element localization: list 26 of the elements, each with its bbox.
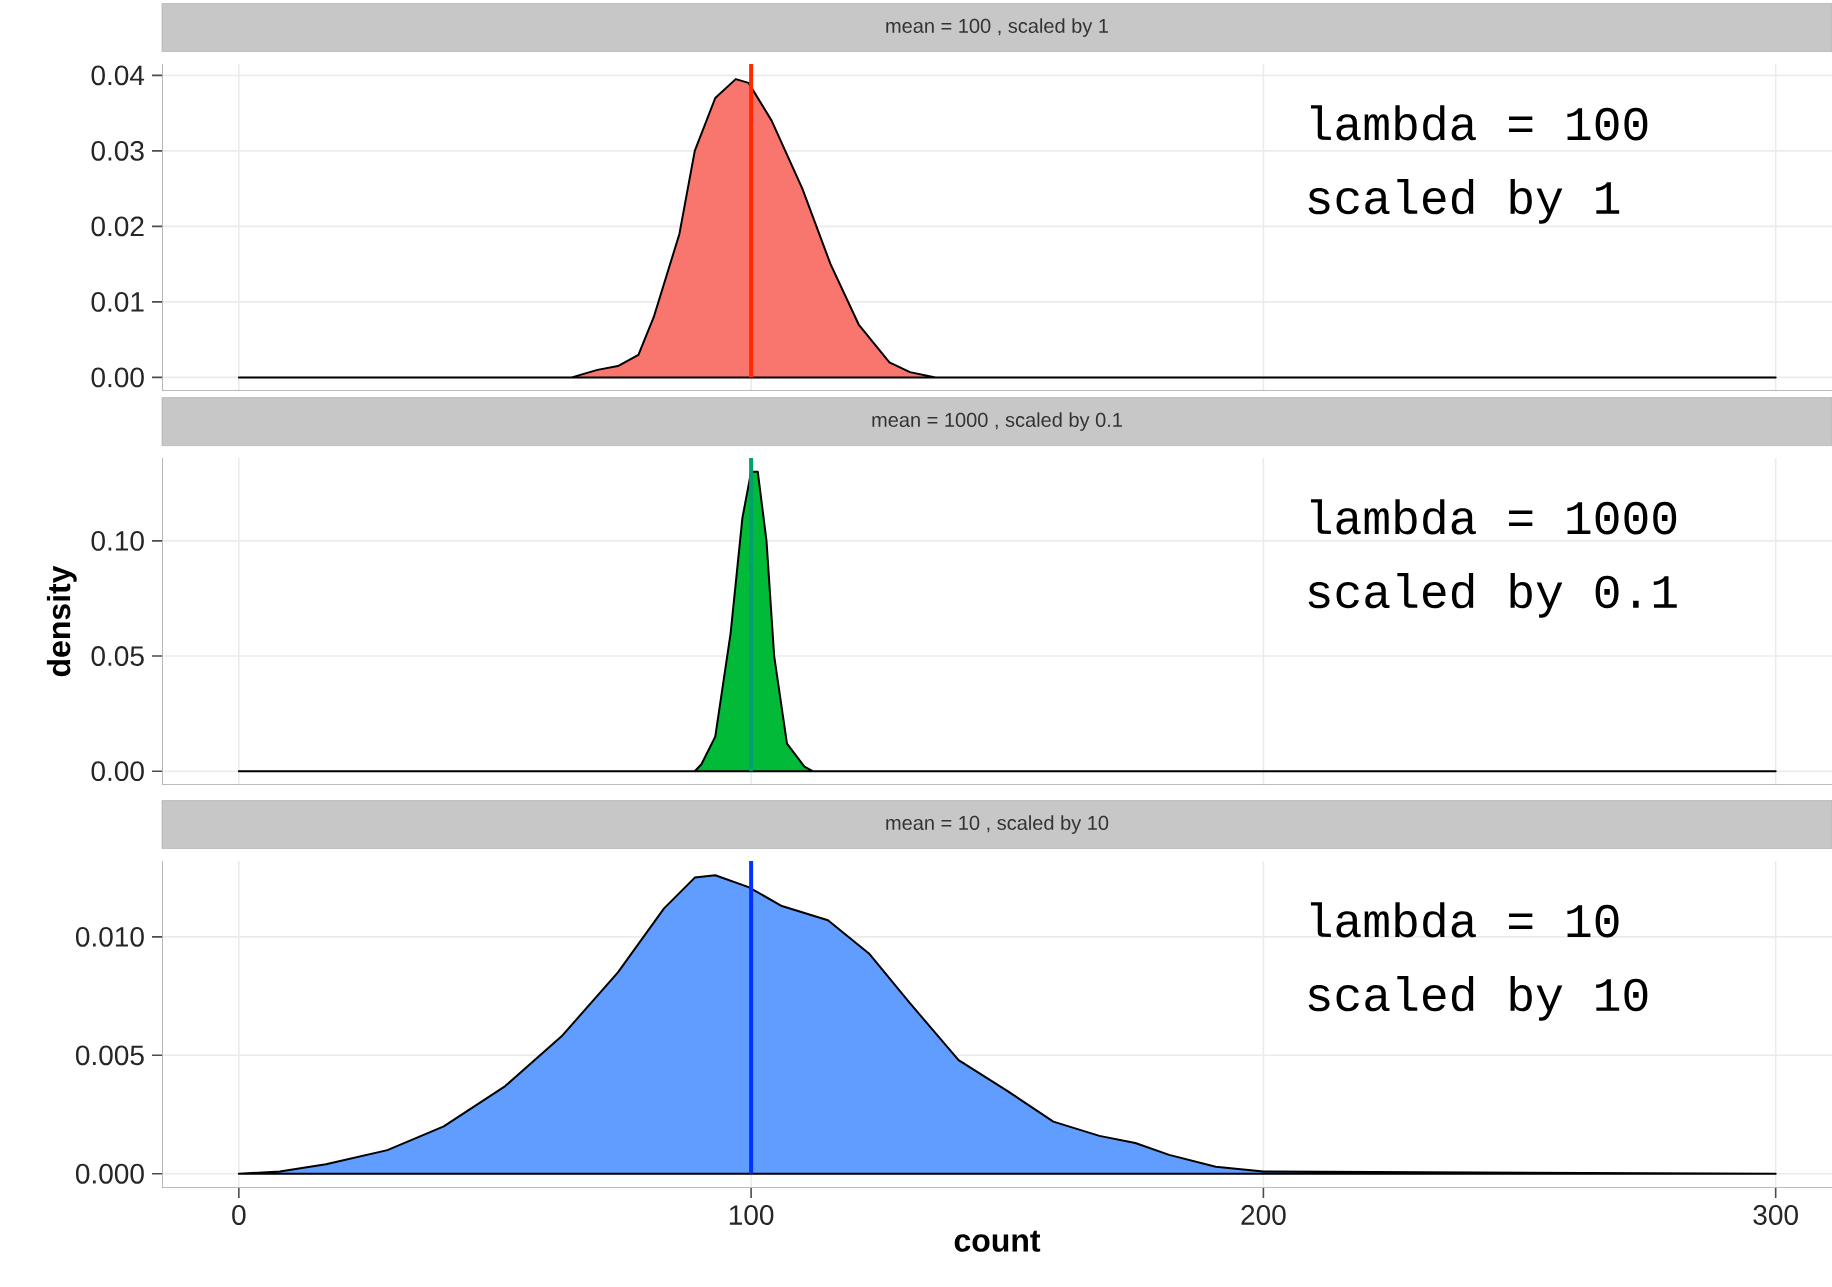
y-tick-label: 0.00 [91,761,144,782]
y-tick-label: 0.010 [75,926,144,947]
annotation: lambda = 1000 [1310,499,1677,535]
x-axis-title: count [954,1230,1041,1252]
y-tick-label: 0.01 [91,291,144,312]
y-tick-label: 0.04 [91,65,145,86]
x-tick-label: 0 [232,1205,246,1225]
annotation: scaled by 10 [1308,975,1648,1021]
x-tick-label: 300 [1753,1205,1798,1225]
y-tick-label: 0.03 [91,140,144,161]
x-tick-label: 100 [729,1205,774,1225]
annotation: lambda = 100 [1310,105,1648,141]
y-axis-title: density [46,565,77,677]
y-tick-label: 0.000 [75,1163,144,1184]
annotation: scaled by 0.1 [1308,572,1677,618]
chart-title: mean = 1000 , scaled by 0.1 [872,412,1122,431]
y-tick-label: 0.005 [75,1045,144,1066]
y-tick-label: 0.02 [91,216,144,237]
chart-title: mean = 10 , scaled by 10 [886,815,1109,834]
y-tick-label: 0.10 [91,530,144,551]
y-tick-label: 0.05 [91,646,144,666]
x-tick-label: 200 [1241,1205,1286,1225]
chart-title: mean = 100 , scaled by 1 [886,18,1109,37]
y-tick-label: 0.00 [91,367,144,388]
annotation: lambda = 10 [1310,902,1619,938]
annotation: scaled by 1 [1308,178,1620,224]
